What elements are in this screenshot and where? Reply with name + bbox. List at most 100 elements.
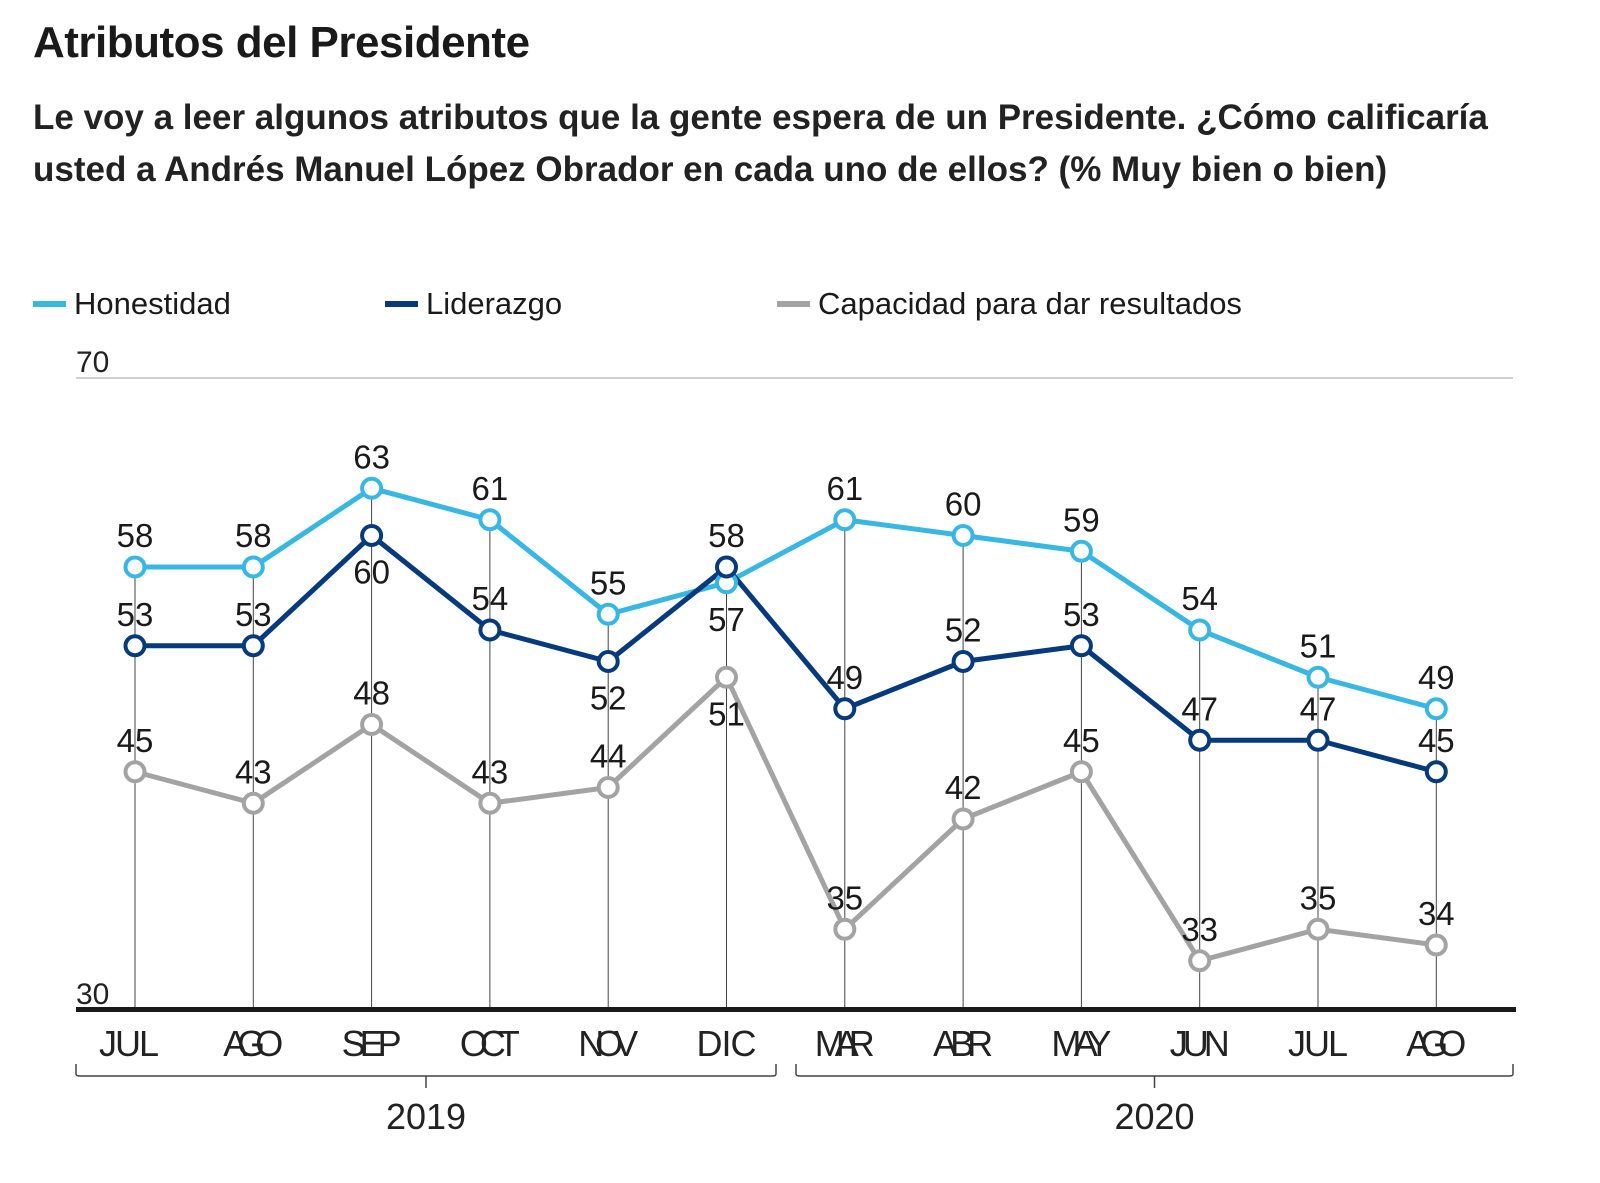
data-point	[596, 602, 620, 626]
data-point	[123, 555, 147, 579]
data-label: 45	[1063, 722, 1100, 759]
data-point	[123, 634, 147, 658]
data-point	[478, 618, 502, 642]
year-label: 2019	[386, 1096, 466, 1137]
data-label: 54	[1181, 580, 1218, 617]
data-point	[360, 524, 384, 547]
data-label: 58	[117, 517, 154, 554]
x-tick-label: MAY	[1051, 1023, 1111, 1064]
x-tick-label: SEP	[342, 1023, 402, 1064]
legend-swatch-liderazgo	[385, 301, 418, 307]
data-point	[715, 665, 738, 689]
data-label: 63	[353, 438, 390, 475]
data-point	[360, 713, 384, 736]
data-label: 61	[472, 470, 509, 507]
y-tick-label: 70	[76, 346, 109, 379]
data-label: 61	[826, 470, 863, 507]
data-label: 43	[235, 753, 272, 790]
x-tick-label: AGO	[1406, 1023, 1466, 1064]
data-label: 45	[1418, 722, 1455, 759]
data-point	[360, 476, 384, 500]
data-point	[241, 634, 265, 658]
data-label: 58	[235, 517, 272, 554]
series-line-0	[135, 485, 1437, 712]
data-point	[1188, 949, 1212, 973]
series-line-1	[135, 533, 1437, 775]
data-label: 53	[117, 596, 154, 633]
data-label: 45	[117, 722, 154, 759]
data-point	[951, 524, 975, 547]
data-point	[478, 791, 502, 815]
data-point	[241, 791, 265, 815]
data-point	[1188, 618, 1212, 642]
year-label: 2020	[1114, 1096, 1194, 1137]
data-point	[596, 776, 620, 799]
x-tick-label: JUN	[1170, 1023, 1230, 1064]
data-label: 34	[1418, 895, 1455, 932]
x-tick-label: JUL	[99, 1023, 159, 1064]
data-label: 51	[708, 695, 745, 732]
data-point	[833, 508, 857, 532]
x-tick-label: ABR	[933, 1023, 993, 1064]
data-label: 57	[708, 601, 745, 638]
data-label: 42	[945, 769, 982, 806]
legend-swatch-honestidad	[33, 301, 66, 307]
data-point	[478, 508, 502, 532]
data-point	[833, 697, 857, 721]
data-point	[1424, 760, 1448, 784]
data-label: 49	[1418, 659, 1455, 696]
y-tick-label: 30	[76, 978, 109, 1011]
data-point	[241, 555, 265, 579]
legend-label-honestidad: Honestidad	[74, 286, 231, 321]
data-label: 49	[826, 659, 863, 696]
year-bracket	[795, 1064, 1514, 1077]
x-tick-label: AGO	[223, 1023, 283, 1064]
data-label: 35	[826, 879, 863, 916]
legend-item-honestidad: Honestidad	[33, 286, 231, 322]
data-point	[1306, 665, 1330, 689]
data-point	[1424, 933, 1448, 957]
x-tick-label: MAR	[815, 1023, 875, 1064]
data-label: 47	[1181, 690, 1218, 727]
data-label: 60	[353, 554, 390, 591]
data-point	[1188, 728, 1212, 752]
legend-item-liderazgo: Liderazgo	[385, 286, 562, 322]
data-point	[123, 760, 147, 784]
data-point	[951, 650, 975, 673]
data-label: 58	[708, 517, 745, 554]
data-label: 59	[1063, 501, 1100, 538]
x-tick-label: NOV	[578, 1023, 638, 1064]
chart-title: Atributos del Presidente	[33, 18, 530, 67]
x-tick-label: JUL	[1288, 1023, 1348, 1064]
data-point	[715, 555, 738, 579]
legend: Honestidad Liderazgo Capacidad para dar …	[33, 286, 1533, 322]
data-point	[1306, 728, 1330, 752]
data-point	[1306, 917, 1330, 941]
data-label: 54	[472, 580, 509, 617]
legend-item-capacidad: Capacidad para dar resultados	[777, 286, 1242, 322]
legend-swatch-capacidad	[777, 301, 810, 307]
data-label: 52	[590, 680, 627, 717]
data-point	[1069, 634, 1093, 658]
data-label: 48	[353, 675, 390, 712]
data-point	[1424, 697, 1448, 721]
data-label: 52	[945, 612, 982, 649]
data-point	[833, 917, 857, 941]
data-label: 51	[1300, 627, 1337, 664]
x-tick-label: DIC	[697, 1023, 757, 1064]
chart-subtitle: Le voy a leer algunos atributos que la g…	[33, 98, 1488, 189]
data-label: 60	[945, 486, 982, 523]
data-label: 55	[590, 564, 627, 601]
data-label: 47	[1300, 690, 1337, 727]
year-bracket	[75, 1064, 777, 1077]
x-axis-line	[76, 1007, 1516, 1012]
legend-label-capacidad: Capacidad para dar resultados	[818, 286, 1242, 321]
data-point	[1069, 760, 1093, 784]
data-label: 53	[235, 596, 272, 633]
data-point	[1069, 539, 1093, 563]
data-point	[596, 650, 620, 673]
data-label: 53	[1063, 596, 1100, 633]
x-tick-label: OCT	[460, 1023, 520, 1064]
data-label: 43	[472, 753, 509, 790]
data-label: 44	[590, 738, 627, 775]
